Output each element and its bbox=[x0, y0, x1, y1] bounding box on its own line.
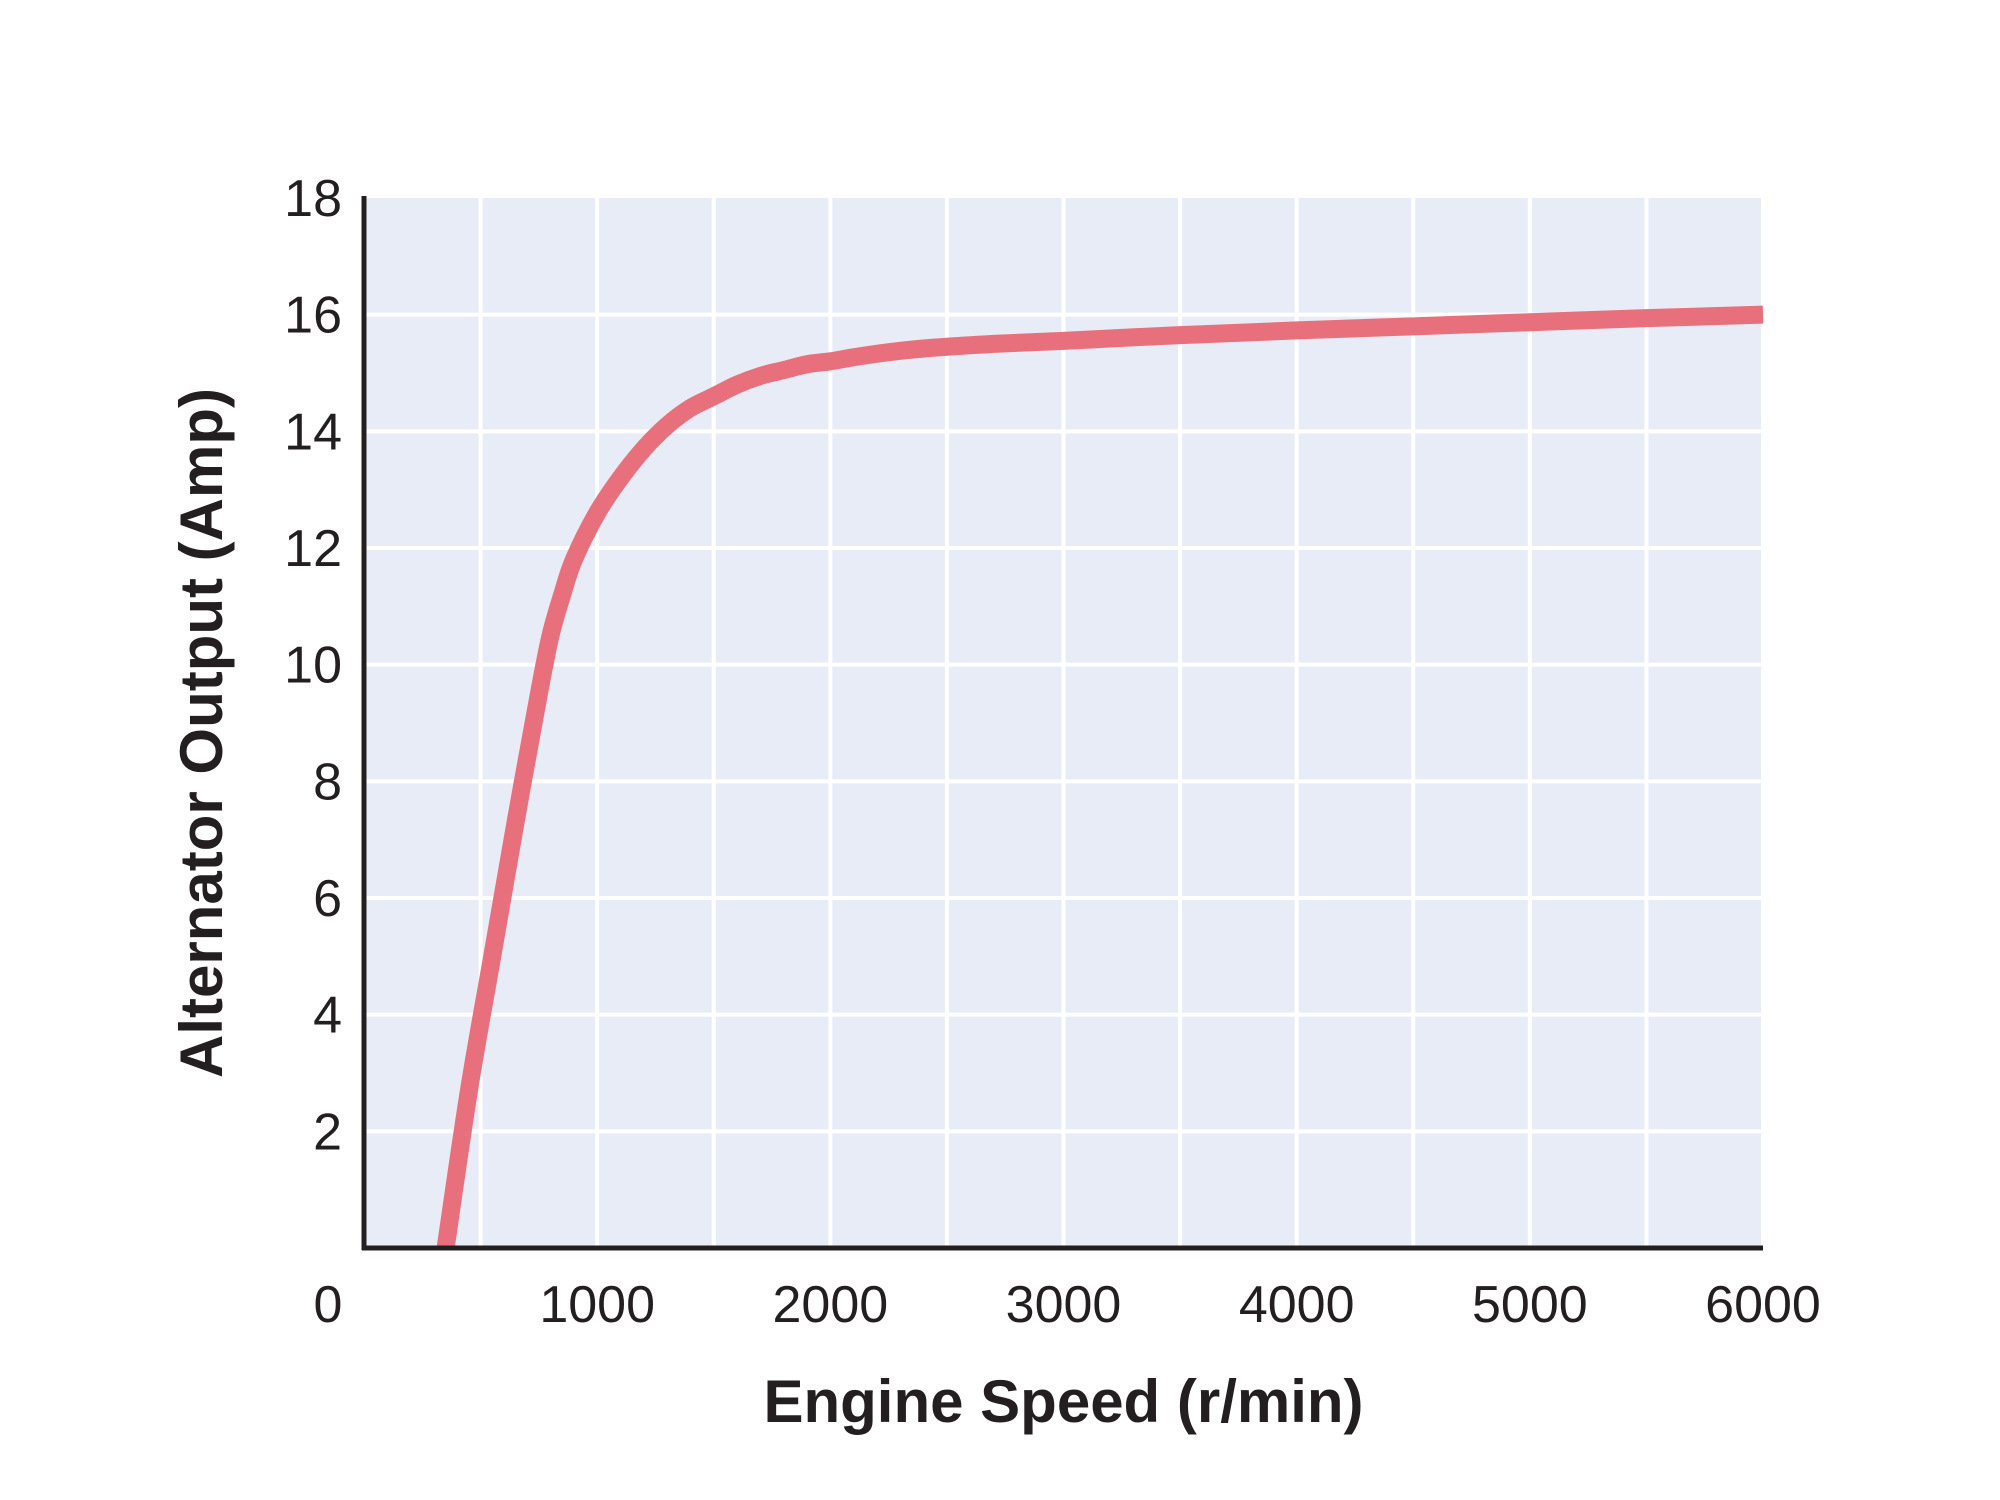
y-tick-label: 8 bbox=[313, 753, 342, 811]
x-tick-label: 3000 bbox=[1006, 1276, 1122, 1334]
x-tick-label: 4000 bbox=[1239, 1276, 1355, 1334]
x-tick-label: 5000 bbox=[1472, 1276, 1588, 1334]
y-tick-label: 14 bbox=[284, 403, 342, 461]
x-tick-label: 0 bbox=[314, 1276, 343, 1334]
y-tick-label: 4 bbox=[313, 987, 342, 1045]
y-axis-title: Alternator Output (Amp) bbox=[168, 388, 235, 1078]
x-tick-label: 6000 bbox=[1705, 1276, 1821, 1334]
x-tick-label: 2000 bbox=[772, 1276, 888, 1334]
y-tick-label: 16 bbox=[284, 287, 342, 345]
y-tick-label: 18 bbox=[284, 170, 342, 228]
y-tick-label: 10 bbox=[284, 637, 342, 695]
y-tick-labels: 2 4 6 8 10 12 14 16 18 bbox=[284, 170, 342, 1161]
x-axis-title: Engine Speed (r/min) bbox=[763, 1368, 1363, 1435]
y-tick-label: 2 bbox=[313, 1103, 342, 1161]
y-tick-label: 12 bbox=[284, 520, 342, 578]
series-layer bbox=[436, 305, 1764, 1250]
x-tick-labels: 0 1000 2000 3000 4000 5000 6000 bbox=[314, 1276, 1821, 1334]
y-tick-label: 6 bbox=[313, 870, 342, 928]
axes bbox=[361, 196, 1763, 1251]
x-tick-label: 1000 bbox=[539, 1276, 655, 1334]
series-line bbox=[436, 305, 1764, 1250]
